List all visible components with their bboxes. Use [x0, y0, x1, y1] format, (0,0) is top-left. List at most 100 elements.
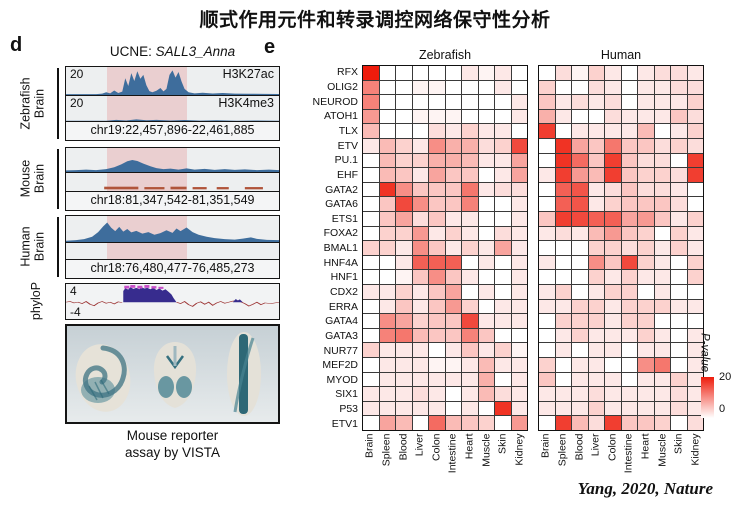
heatmap-cell	[621, 401, 637, 416]
heatmap-cell	[605, 270, 621, 284]
heatmap-cell	[654, 80, 670, 95]
heatmap-cell	[495, 285, 511, 299]
heatmap-cell	[638, 416, 654, 430]
heatmap-cell	[478, 416, 494, 430]
heatmap-cell	[478, 226, 494, 241]
heatmap-cell	[671, 255, 687, 270]
heatmap-cell	[654, 66, 670, 80]
heatmap-cell	[429, 139, 445, 153]
heatmap-cell	[462, 80, 478, 95]
heatmap-cell	[462, 285, 478, 299]
heatmap-cell	[511, 182, 527, 197]
heatmap-cell	[671, 328, 687, 343]
heatmap-cell	[555, 270, 571, 284]
heatmap-cell	[687, 95, 703, 109]
heatmap-cell	[555, 358, 571, 372]
heatmap-cell	[396, 241, 412, 255]
heatmap-cell	[555, 80, 571, 95]
heatmap-cell	[638, 182, 654, 197]
heatmap-cell	[412, 80, 428, 95]
phylop-track: 4 -4	[65, 283, 280, 320]
heatmap-cell	[412, 285, 428, 299]
heatmap-cell	[605, 387, 621, 401]
column-label: Brain	[363, 433, 376, 459]
row-label: GATA3	[325, 329, 358, 342]
heatmap-cell	[511, 124, 527, 138]
heatmap-grid	[538, 65, 704, 431]
heatmap-cell	[363, 109, 379, 124]
heatmap-cell	[671, 109, 687, 124]
heatmap-cell	[478, 139, 494, 153]
row-label: ETV	[337, 139, 358, 152]
heatmap-cell	[555, 416, 571, 430]
heatmap-cell	[588, 139, 604, 153]
heatmap-cell	[445, 182, 461, 197]
heatmap-cell	[555, 124, 571, 138]
heatmap-cell	[654, 358, 670, 372]
heatmap-cell	[363, 401, 379, 416]
heatmap-cell	[396, 343, 412, 357]
heatmap-cell	[654, 255, 670, 270]
heatmap-cell	[478, 95, 494, 109]
heatmap-cell	[396, 270, 412, 284]
human-empty-track	[65, 241, 280, 261]
heatmap-cell	[588, 241, 604, 255]
heatmap-cell	[572, 401, 588, 416]
heatmap-cell	[588, 197, 604, 211]
heatmap-cell	[621, 314, 637, 328]
heatmap-cell	[429, 124, 445, 138]
ucne-prefix: UCNE:	[109, 44, 156, 59]
heatmap-cell	[445, 168, 461, 182]
heatmap-cell	[363, 270, 379, 284]
heatmap-cell	[605, 416, 621, 430]
mouse-mark-track	[65, 171, 280, 193]
h3k27ac-signal	[66, 70, 279, 95]
heatmap-cell	[429, 80, 445, 95]
heatmap-cell	[445, 372, 461, 387]
heatmap-cell	[572, 66, 588, 80]
heatmap-cell	[555, 109, 571, 124]
heatmap-cell	[671, 372, 687, 387]
heatmap-cell	[363, 66, 379, 80]
heatmap-cell	[511, 109, 527, 124]
heatmap-cell	[555, 343, 571, 357]
citation: Yang, 2020, Nature	[577, 479, 713, 498]
heatmap-grid	[362, 65, 528, 431]
heatmap-cell	[555, 153, 571, 168]
heatmap-cell	[539, 124, 555, 138]
heatmap-cell	[572, 168, 588, 182]
heatmap-cell	[671, 343, 687, 357]
heatmap-cell	[379, 66, 395, 80]
heatmap-cell	[412, 66, 428, 80]
heatmap-cell	[588, 124, 604, 138]
heatmap-cell	[605, 66, 621, 80]
heatmap-cell	[671, 168, 687, 182]
row-label: ATOH1	[323, 110, 358, 123]
heatmap-cell	[412, 372, 428, 387]
heatmap-cell	[412, 226, 428, 241]
heatmap-cell	[572, 109, 588, 124]
heatmap-cell	[605, 255, 621, 270]
heatmap-cell	[379, 299, 395, 314]
heatmap-cell	[621, 212, 637, 226]
heatmap-cell	[379, 358, 395, 372]
heatmap-cell	[412, 212, 428, 226]
heatmap-cell	[687, 255, 703, 270]
row-label: HNF4A	[323, 256, 358, 269]
heatmap-cell	[654, 270, 670, 284]
heatmap-cell	[621, 328, 637, 343]
heatmap-cell	[396, 401, 412, 416]
heatmap-cell	[605, 401, 621, 416]
heatmap-cell	[572, 255, 588, 270]
heatmap-cell	[638, 109, 654, 124]
heatmap-cell	[687, 343, 703, 357]
heatmap-cell	[621, 255, 637, 270]
heatmap-cell	[605, 299, 621, 314]
heatmap-cell	[478, 182, 494, 197]
heatmap-cell	[495, 343, 511, 357]
heatmap-cell	[379, 255, 395, 270]
row-label: EHF	[337, 168, 358, 181]
heatmap-cell	[445, 328, 461, 343]
heatmap-cell	[555, 314, 571, 328]
heatmap-cell	[412, 241, 428, 255]
